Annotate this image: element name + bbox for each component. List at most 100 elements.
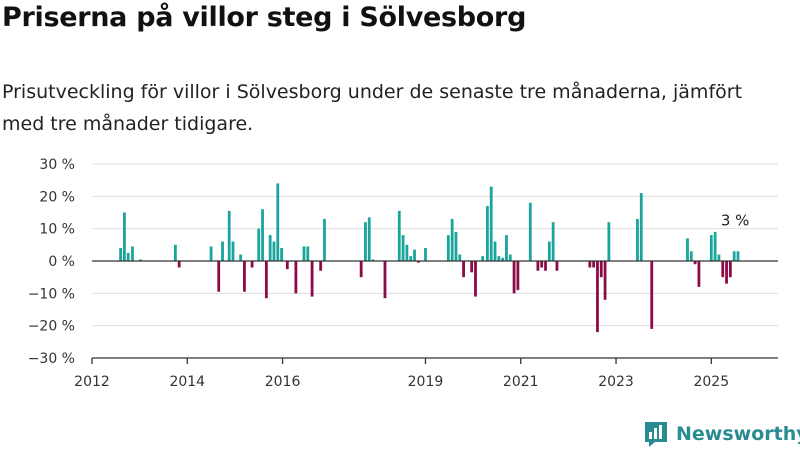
bar	[474, 261, 477, 297]
brand-name: Newsworthy	[676, 423, 800, 445]
x-tick-label: 2025	[693, 374, 729, 390]
bar	[306, 246, 310, 261]
bar	[119, 248, 122, 261]
x-tick-label: 2021	[503, 374, 539, 390]
bar	[310, 261, 314, 297]
bar	[243, 261, 246, 292]
bar	[508, 254, 512, 261]
page-title: Priserna på villor steg i Sölvesborg	[2, 2, 527, 33]
bar	[486, 206, 489, 261]
bar	[596, 261, 599, 333]
bar	[728, 261, 732, 278]
bar	[397, 210, 401, 261]
bar	[489, 186, 493, 261]
bar	[371, 259, 375, 261]
bar	[227, 210, 231, 261]
bar	[401, 235, 405, 261]
y-tick-label: 20 %	[39, 189, 75, 205]
bar	[285, 261, 289, 270]
bar	[250, 261, 254, 268]
chart-subtitle: Prisutveckling för villor i Sölvesborg u…	[2, 81, 743, 135]
bar	[458, 254, 462, 261]
bar	[272, 241, 276, 261]
bar	[512, 261, 516, 294]
x-tick-label: 2012	[74, 374, 110, 390]
bar	[294, 261, 298, 294]
bar	[454, 231, 458, 261]
bar	[709, 235, 713, 261]
bar	[636, 218, 639, 261]
bar	[209, 246, 213, 261]
bar	[122, 212, 126, 261]
bar	[280, 248, 284, 261]
y-axis-ticks: 30 % 20 % 10 % 0 % −10 % −20 % −30 %	[28, 157, 75, 367]
bar	[493, 241, 497, 261]
y-tick-label: 10 %	[39, 222, 75, 238]
bar	[221, 241, 224, 261]
bar	[364, 222, 367, 261]
bar	[424, 248, 427, 261]
bar	[592, 261, 596, 268]
bar	[177, 261, 181, 268]
newsworthy-brand: Newsworthy	[643, 418, 800, 450]
bar	[599, 261, 603, 278]
bar	[588, 261, 592, 268]
bar	[481, 256, 485, 261]
bar	[686, 238, 689, 261]
bar	[721, 261, 725, 278]
x-axis-ticks: 2012 2014 2016 2019 2021 2023 2025	[74, 358, 729, 390]
bar	[416, 261, 420, 263]
bar	[736, 251, 740, 261]
bar	[367, 217, 371, 261]
bar	[725, 261, 728, 284]
bar	[603, 261, 607, 300]
bar	[732, 251, 736, 261]
bar	[276, 183, 280, 261]
bar	[139, 259, 142, 261]
bar	[383, 261, 387, 299]
bar	[217, 261, 221, 292]
bar	[409, 256, 413, 261]
bar	[257, 228, 261, 261]
bar	[713, 231, 717, 261]
x-tick-label: 2014	[169, 374, 205, 390]
bar	[239, 254, 243, 261]
bar	[264, 261, 268, 299]
bar	[505, 235, 508, 261]
latest-value-label: 3 %	[721, 211, 750, 229]
bar	[650, 261, 654, 329]
bar	[544, 261, 547, 271]
x-tick-label: 2019	[408, 374, 444, 390]
y-tick-label: 0 %	[48, 254, 75, 270]
bar	[405, 244, 409, 261]
bar	[639, 193, 643, 261]
y-tick-label: −30 %	[28, 351, 75, 367]
bar	[689, 251, 693, 261]
bar	[540, 261, 544, 268]
bar	[268, 235, 272, 261]
y-tick-label: −10 %	[28, 286, 75, 302]
bar	[470, 261, 474, 273]
bar	[302, 246, 306, 261]
annotations: 3 %	[721, 211, 750, 229]
bar	[323, 218, 326, 261]
x-tick-label: 2016	[265, 374, 301, 390]
newsworthy-logo-icon	[645, 422, 667, 447]
bar	[450, 218, 454, 261]
bar	[555, 261, 559, 271]
x-tick-label: 2023	[598, 374, 634, 390]
bar	[536, 261, 540, 271]
bar	[607, 222, 611, 261]
bar	[359, 261, 363, 278]
axes	[92, 260, 778, 359]
bar	[528, 202, 532, 261]
bar	[131, 246, 134, 261]
bar	[173, 244, 177, 261]
bar	[717, 254, 721, 261]
bar	[319, 261, 323, 271]
y-tick-label: 30 %	[39, 157, 75, 173]
bar	[693, 261, 697, 265]
y-tick-label: −20 %	[28, 319, 75, 335]
bar	[497, 256, 501, 261]
